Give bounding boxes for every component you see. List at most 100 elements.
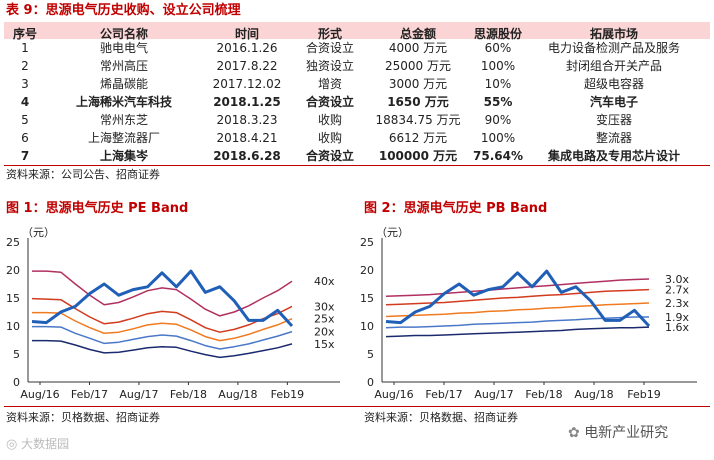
table-title: 表 9：思源电气历史收购、设立公司梳理: [6, 3, 241, 18]
y-axis-unit: （元）: [376, 226, 409, 239]
y-tick-label: 20: [6, 264, 20, 277]
watermark-right: ✿ 电新产业研究: [568, 426, 668, 440]
chart1-source: 资料来源：贝格数据、招商证券: [6, 411, 160, 424]
table-header-bar: [4, 22, 710, 39]
cell-market: 变压器: [595, 113, 633, 127]
header-no: 序号: [12, 27, 38, 41]
cell-date: 2018.4.21: [216, 131, 278, 145]
band-label: 2.7x: [665, 284, 689, 297]
band-label: 30x: [314, 300, 335, 313]
camera-icon: ◎: [6, 437, 18, 452]
band-line-1_6x: [385, 326, 650, 338]
cell-amount: 3000 万元: [388, 77, 448, 91]
band-label: 1.6x: [665, 321, 689, 334]
cell-date: 2016.1.26: [216, 41, 278, 55]
y-tick-label: 20: [360, 264, 374, 277]
chart1-title: 图 1：思源电气历史 PE Band: [6, 201, 189, 216]
cell-form: 合资设立: [305, 41, 355, 55]
cell-form: 独资设立: [305, 59, 355, 73]
cell-share: 60%: [484, 41, 512, 55]
cell-market: 整流器: [595, 131, 633, 145]
band-line-40x: [32, 270, 293, 317]
header-amount: 总金额: [399, 27, 437, 41]
cell-share: 75.64%: [473, 149, 523, 163]
cell-no: 3: [21, 77, 29, 91]
x-tick-label: Feb/17: [425, 388, 462, 401]
y-axis-unit: （元）: [22, 226, 55, 239]
x-tick-label: Aug/18: [218, 388, 257, 401]
band-line-2_3x: [385, 302, 650, 318]
cell-market: 电力设备检测产品及服务: [547, 41, 681, 55]
x-tick-label: Feb19: [627, 388, 660, 401]
watermark-left-text: 大数据园: [21, 437, 70, 451]
cell-no: 1: [21, 41, 29, 55]
cell-market: 超级电容器: [583, 77, 645, 91]
band-label: 40x: [314, 275, 335, 288]
cell-share: 100%: [480, 131, 516, 145]
y-tick-label: 25: [360, 236, 374, 249]
x-tick-label: Feb19: [271, 388, 304, 401]
cell-amount: 18834.75 万元: [375, 113, 461, 127]
cell-company: 驰电电气: [99, 41, 149, 55]
cell-share: 100%: [480, 59, 516, 73]
header-market: 拓展市场: [589, 27, 639, 41]
cell-no: 7: [20, 149, 30, 163]
band-line-30x: [31, 297, 293, 333]
cell-market: 集成电路及专用芯片设计: [547, 149, 681, 163]
band-line-1_9x: [385, 316, 649, 329]
band-line-15x: [32, 339, 293, 359]
band-line-3_0x: [385, 278, 650, 298]
cell-company: 常州东芝: [99, 113, 149, 127]
cell-share: 90%: [484, 113, 512, 127]
cell-share: 55%: [483, 95, 513, 109]
x-tick-label: Aug/18: [574, 388, 613, 401]
cell-no: 2: [21, 59, 29, 73]
cell-date: 2018.3.23: [216, 113, 278, 127]
cell-form: 收购: [317, 131, 343, 145]
cell-market: 汽车电子: [589, 95, 639, 109]
y-tick-label: 15: [360, 292, 374, 305]
y-tick-label: 0: [13, 376, 20, 389]
table-bottom-rule: [4, 165, 710, 166]
band-label: 3.0x: [665, 273, 689, 286]
y-tick-label: 10: [6, 320, 20, 333]
cell-amount: 100000 万元: [378, 149, 458, 163]
cell-date: 2018.1.25: [213, 95, 281, 109]
wechat-icon: ✿: [568, 425, 580, 441]
x-tick-label: Feb/17: [71, 388, 108, 401]
x-tick-label: Feb/18: [525, 388, 562, 401]
cell-amount: 1650 万元: [387, 95, 449, 109]
watermark-left: ◎ 大数据园: [6, 438, 69, 451]
chart2-title: 图 2：思源电气历史 PB Band: [364, 201, 548, 216]
header-date: 时间: [234, 27, 260, 41]
cell-form: 合资设立: [305, 95, 355, 109]
y-tick-label: 5: [13, 348, 20, 361]
cell-date: 2017.12.02: [212, 77, 282, 91]
x-tick-label: Aug/17: [119, 388, 158, 401]
x-tick-label: Aug/16: [374, 388, 413, 401]
x-tick-label: Feb/18: [170, 388, 207, 401]
band-label: 15x: [314, 338, 335, 351]
cell-company: 上海稀米汽车科技: [75, 95, 173, 109]
cell-share: 10%: [484, 77, 512, 91]
y-tick-label: 5: [367, 348, 374, 361]
cell-no: 6: [21, 131, 29, 145]
watermark-right-text: 电新产业研究: [584, 425, 669, 441]
header-share: 思源股份: [473, 27, 523, 41]
band-label: 25x: [314, 313, 335, 326]
band-line-20x: [32, 325, 293, 350]
band-line-2_7x: [385, 288, 650, 306]
cell-amount: 6612 万元: [388, 131, 448, 145]
cell-no: 5: [21, 113, 29, 127]
cell-market: 封闭组合开关产品: [565, 59, 663, 73]
cell-amount: 4000 万元: [388, 41, 448, 55]
y-tick-label: 10: [360, 320, 374, 333]
cell-no: 4: [20, 95, 30, 109]
table-source: 资料来源：公司公告、招商证券: [6, 168, 160, 181]
cell-form: 合资设立: [305, 149, 355, 163]
cell-company: 上海集岑: [99, 149, 149, 163]
cell-form: 收购: [317, 113, 343, 127]
cell-date: 2017.8.22: [216, 59, 278, 73]
cell-amount: 25000 万元: [385, 59, 451, 73]
chart2-source: 资料来源：贝格数据、招商证券: [364, 411, 518, 424]
